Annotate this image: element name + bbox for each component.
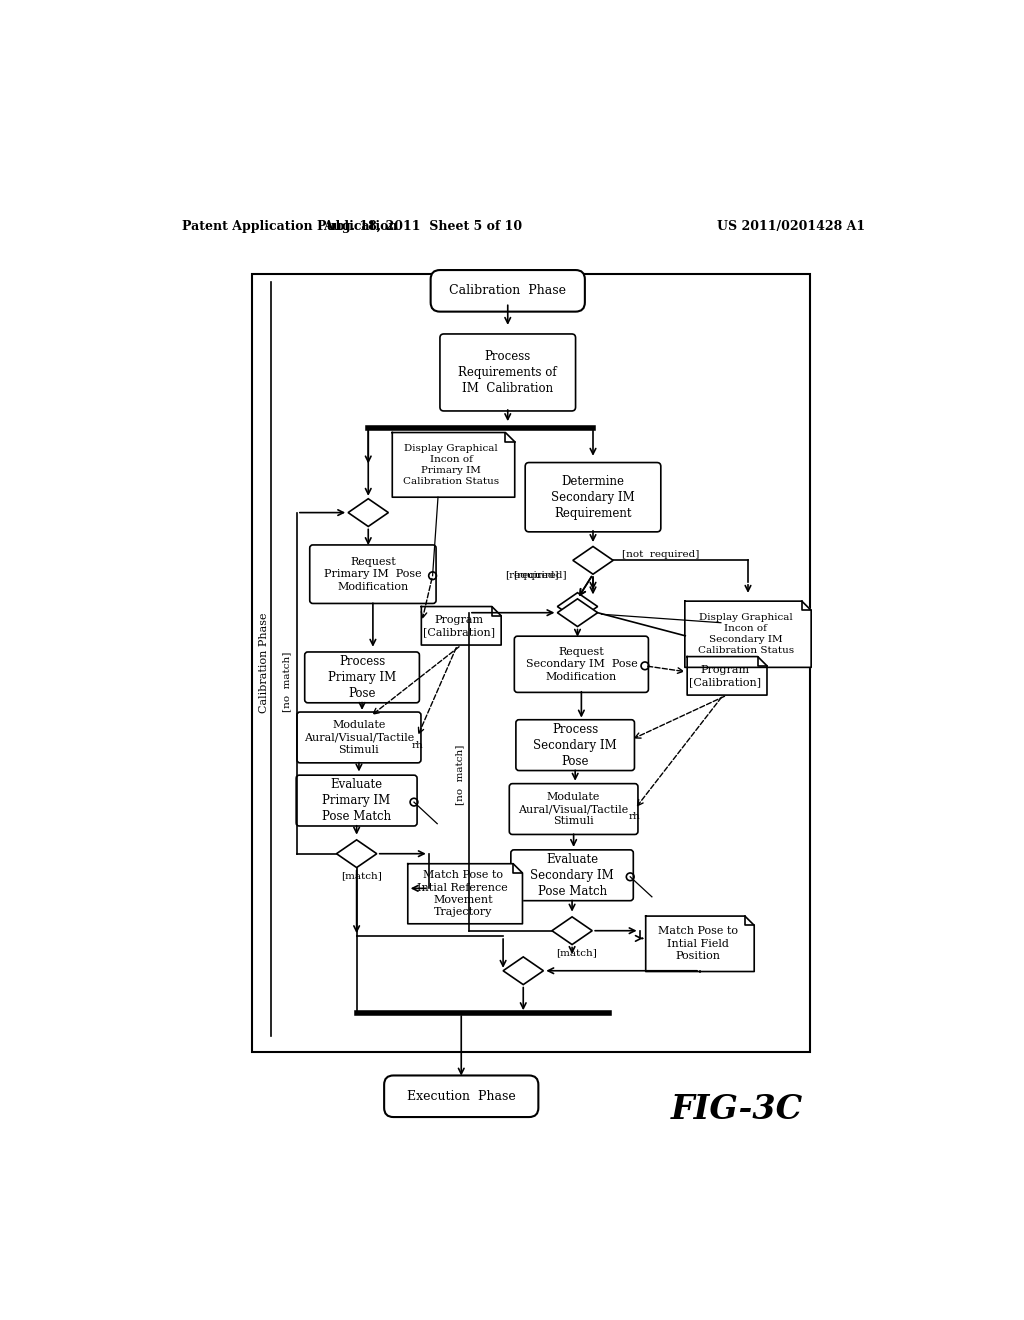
Text: Request
Secondary IM  Pose
Modification: Request Secondary IM Pose Modification: [525, 647, 637, 681]
Text: Evaluate
Primary IM
Pose Match: Evaluate Primary IM Pose Match: [323, 777, 391, 824]
FancyBboxPatch shape: [516, 719, 635, 771]
Text: rh: rh: [412, 741, 424, 750]
Text: Process
Secondary IM
Pose: Process Secondary IM Pose: [534, 722, 617, 768]
Text: Program
[Calibration]: Program [Calibration]: [689, 665, 761, 686]
Text: Determine
Secondary IM
Requirement: Determine Secondary IM Requirement: [551, 475, 635, 520]
FancyBboxPatch shape: [440, 334, 575, 411]
Text: [required]: [required]: [505, 572, 559, 581]
Polygon shape: [646, 916, 755, 972]
Polygon shape: [572, 546, 613, 574]
Text: Evaluate
Secondary IM
Pose Match: Evaluate Secondary IM Pose Match: [530, 853, 614, 898]
Text: Match Pose to
Intial Reference
Movement
Trajectory: Match Pose to Intial Reference Movement …: [418, 870, 508, 917]
Text: Request
Primary IM  Pose
Modification: Request Primary IM Pose Modification: [324, 557, 422, 591]
Text: [no  match]: [no match]: [456, 744, 464, 805]
Text: Patent Application Publication: Patent Application Publication: [182, 219, 397, 232]
FancyBboxPatch shape: [296, 775, 417, 826]
Polygon shape: [685, 601, 811, 668]
Text: Aug. 18, 2011  Sheet 5 of 10: Aug. 18, 2011 Sheet 5 of 10: [323, 219, 522, 232]
Polygon shape: [408, 863, 522, 924]
Text: Match Pose to
Intial Field
Position: Match Pose to Intial Field Position: [657, 927, 737, 961]
FancyBboxPatch shape: [305, 652, 420, 702]
FancyBboxPatch shape: [309, 545, 436, 603]
Text: [required]: [required]: [513, 572, 566, 581]
Text: Display Graphical
Incon of
Secondary IM
Calibration Status: Display Graphical Incon of Secondary IM …: [697, 612, 794, 656]
FancyBboxPatch shape: [431, 271, 585, 312]
Polygon shape: [557, 593, 598, 620]
Polygon shape: [687, 656, 767, 696]
Polygon shape: [552, 917, 592, 945]
Text: Modulate
Aural/Visual/Tactile
Stimuli: Modulate Aural/Visual/Tactile Stimuli: [304, 719, 414, 755]
Polygon shape: [337, 840, 377, 867]
Text: Modulate
Aural/Visual/Tactile
Stimuli: Modulate Aural/Visual/Tactile Stimuli: [518, 792, 629, 826]
Text: rh: rh: [629, 812, 641, 821]
FancyBboxPatch shape: [384, 1076, 539, 1117]
Text: Calibration Phase: Calibration Phase: [259, 612, 268, 713]
Polygon shape: [392, 433, 515, 498]
FancyBboxPatch shape: [297, 711, 421, 763]
Text: [match]: [match]: [341, 871, 382, 879]
FancyBboxPatch shape: [514, 636, 648, 693]
Text: US 2011/0201428 A1: US 2011/0201428 A1: [717, 219, 865, 232]
FancyBboxPatch shape: [525, 462, 660, 532]
Text: Execution  Phase: Execution Phase: [407, 1090, 516, 1102]
Text: FIG-3C: FIG-3C: [671, 1093, 803, 1126]
Text: Process
Requirements of
IM  Calibration: Process Requirements of IM Calibration: [459, 350, 557, 395]
FancyBboxPatch shape: [509, 784, 638, 834]
Text: Program
[Calibration]: Program [Calibration]: [423, 615, 495, 638]
Text: Display Graphical
Incon of
Primary IM
Calibration Status: Display Graphical Incon of Primary IM Ca…: [403, 444, 500, 486]
Polygon shape: [503, 957, 544, 985]
Text: [match]: [match]: [557, 948, 597, 957]
Text: Process
Primary IM
Pose: Process Primary IM Pose: [328, 655, 396, 700]
FancyBboxPatch shape: [511, 850, 633, 900]
Text: [no  match]: [no match]: [283, 652, 292, 713]
Text: [not  required]: [not required]: [623, 549, 699, 558]
Text: Calibration  Phase: Calibration Phase: [450, 284, 566, 297]
Polygon shape: [421, 607, 501, 645]
Bar: [252, 275, 810, 1052]
Polygon shape: [557, 599, 598, 627]
Polygon shape: [348, 499, 388, 527]
